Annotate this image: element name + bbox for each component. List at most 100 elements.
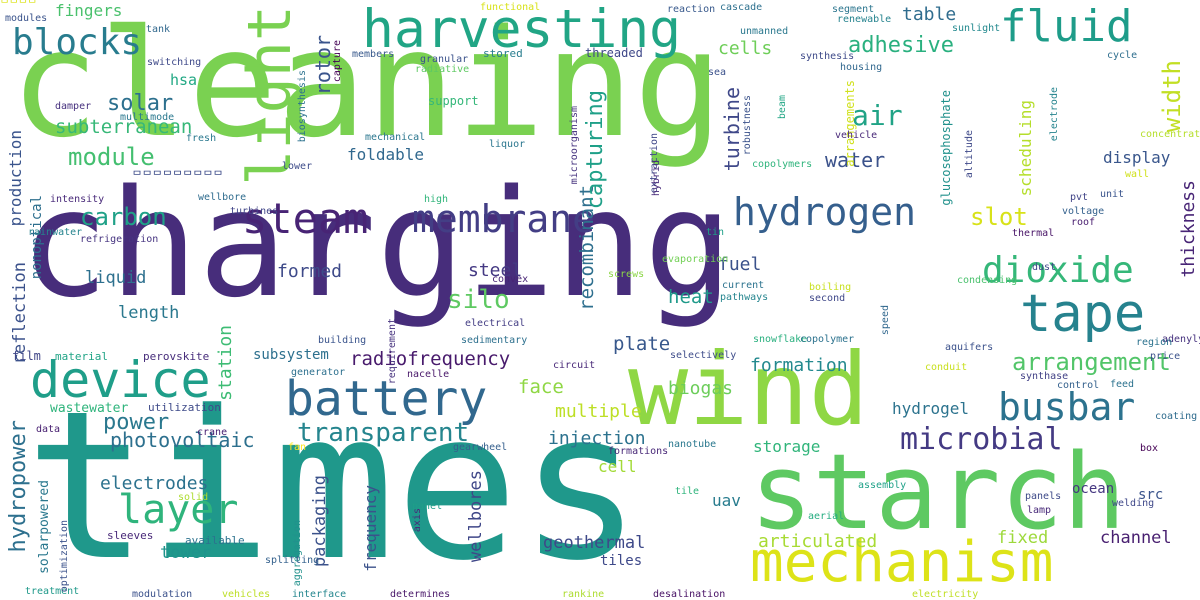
word-143: housing: [840, 63, 882, 73]
word-183: copolymer: [800, 335, 854, 345]
word-193: lamp: [1027, 506, 1051, 516]
word-86: utilization: [148, 402, 221, 413]
word-73: channel: [1100, 530, 1172, 547]
word-83: material: [55, 351, 108, 362]
word-163: pvt: [1070, 193, 1088, 203]
word-149: glucosephosphate: [940, 90, 952, 206]
word-107: convex: [492, 275, 528, 285]
word-72: fixed: [997, 530, 1048, 547]
word-180: region: [1136, 338, 1172, 348]
word-89: sleeves: [107, 530, 153, 541]
word-198: ᄆᄆᄆᄆᄆᄆᄆᄆᄆ: [132, 170, 223, 181]
word-145: threaded: [585, 47, 643, 59]
word-127: aggregation: [293, 520, 303, 586]
word-113: tank: [146, 25, 170, 35]
word-41: turbine: [722, 87, 742, 171]
word-70: geothermal: [543, 535, 645, 552]
word-67: packaging: [312, 475, 329, 567]
word-93: vehicles: [222, 590, 270, 600]
word-90: available: [185, 535, 245, 546]
word-169: screws: [608, 270, 644, 280]
word-174: second: [809, 294, 845, 304]
word-182: aquifers: [945, 343, 993, 353]
word-191: assembly: [858, 481, 906, 491]
word-56: radiofrequency: [350, 350, 510, 369]
word-71: articulated: [758, 533, 877, 551]
word-115: damper: [55, 102, 91, 112]
word-137: unmanned: [740, 27, 788, 37]
word-160: concentrating: [1140, 130, 1200, 140]
word-76: tiles: [600, 554, 642, 568]
word-164: voltage: [1062, 207, 1104, 217]
word-44: thickness: [1180, 180, 1198, 278]
word-161: wall: [1125, 170, 1149, 180]
word-81: solarpowered: [38, 480, 51, 574]
word-162: unit: [1100, 190, 1124, 200]
word-187: selectively: [670, 351, 736, 361]
word-43: display: [1103, 150, 1170, 166]
word-55: plate: [613, 335, 670, 354]
word-98: electricity: [912, 590, 978, 600]
word-188: circuit: [553, 361, 595, 371]
word-58: biogas: [668, 380, 733, 398]
word-64: cell: [598, 459, 637, 475]
word-27: carbon: [80, 205, 167, 229]
word-37: rotor: [313, 35, 333, 95]
word-51: station: [217, 325, 235, 401]
word-42: capturing: [585, 90, 607, 209]
word-54: heat: [668, 288, 714, 307]
word-77: subsystem: [253, 348, 329, 362]
word-18: blocks: [12, 25, 142, 61]
word-105: electrical: [465, 319, 525, 329]
word-177: dust: [1032, 263, 1056, 273]
word-131: requirement: [388, 318, 398, 384]
word-84: perovskite: [143, 351, 209, 362]
word-144: cycle: [1107, 51, 1137, 61]
word-135: reaction: [667, 5, 715, 15]
word-11: steam: [242, 198, 368, 240]
word-175: speed: [881, 305, 891, 335]
word-91: treatment: [25, 587, 79, 597]
word-82: film: [12, 350, 41, 362]
word-69: frequency: [363, 485, 379, 572]
word-152: liquor: [489, 140, 525, 150]
word-12: membrane: [412, 200, 595, 238]
word-57: face: [518, 378, 564, 397]
word-196: tile: [675, 487, 699, 497]
word-13: hydrogen: [733, 193, 916, 231]
word-29: photovoltaic: [110, 430, 255, 450]
word-88: crane: [197, 428, 227, 438]
word-60: hydrogel: [892, 401, 969, 417]
word-156: robustness: [743, 95, 753, 155]
word-61: multiple: [555, 403, 642, 421]
word-194: welding: [1112, 499, 1154, 509]
word-101: fan: [288, 443, 306, 453]
word-59: formation: [750, 357, 848, 375]
word-148: arrangements: [844, 80, 856, 167]
word-14: tape: [1020, 288, 1145, 340]
word-176: condensing: [957, 276, 1017, 286]
word-118: mechanical: [365, 133, 425, 143]
word-142: sea: [708, 68, 726, 78]
word-179: price: [1150, 352, 1180, 362]
word-32: silo: [447, 287, 510, 313]
word-195: aerial: [808, 512, 844, 522]
word-166: thermal: [1012, 229, 1054, 239]
word-116: fresh: [186, 134, 216, 144]
word-35: cells: [718, 40, 772, 58]
word-78: fingers: [55, 3, 122, 19]
word-167: tin: [706, 228, 724, 238]
word-154: copolymers: [752, 160, 812, 170]
word-36: table: [902, 6, 956, 24]
word-170: current: [722, 281, 764, 291]
word-97: desalination: [653, 590, 725, 600]
word-100: solid: [178, 493, 208, 503]
word-8: light: [240, 5, 300, 186]
word-109: members: [352, 50, 394, 60]
word-94: interface: [292, 590, 346, 600]
word-39: foldable: [347, 147, 424, 163]
word-120: wellbore: [198, 193, 246, 203]
word-158: altitude: [965, 130, 975, 178]
word-26: module: [68, 145, 155, 169]
word-141: synthesis: [800, 52, 854, 62]
